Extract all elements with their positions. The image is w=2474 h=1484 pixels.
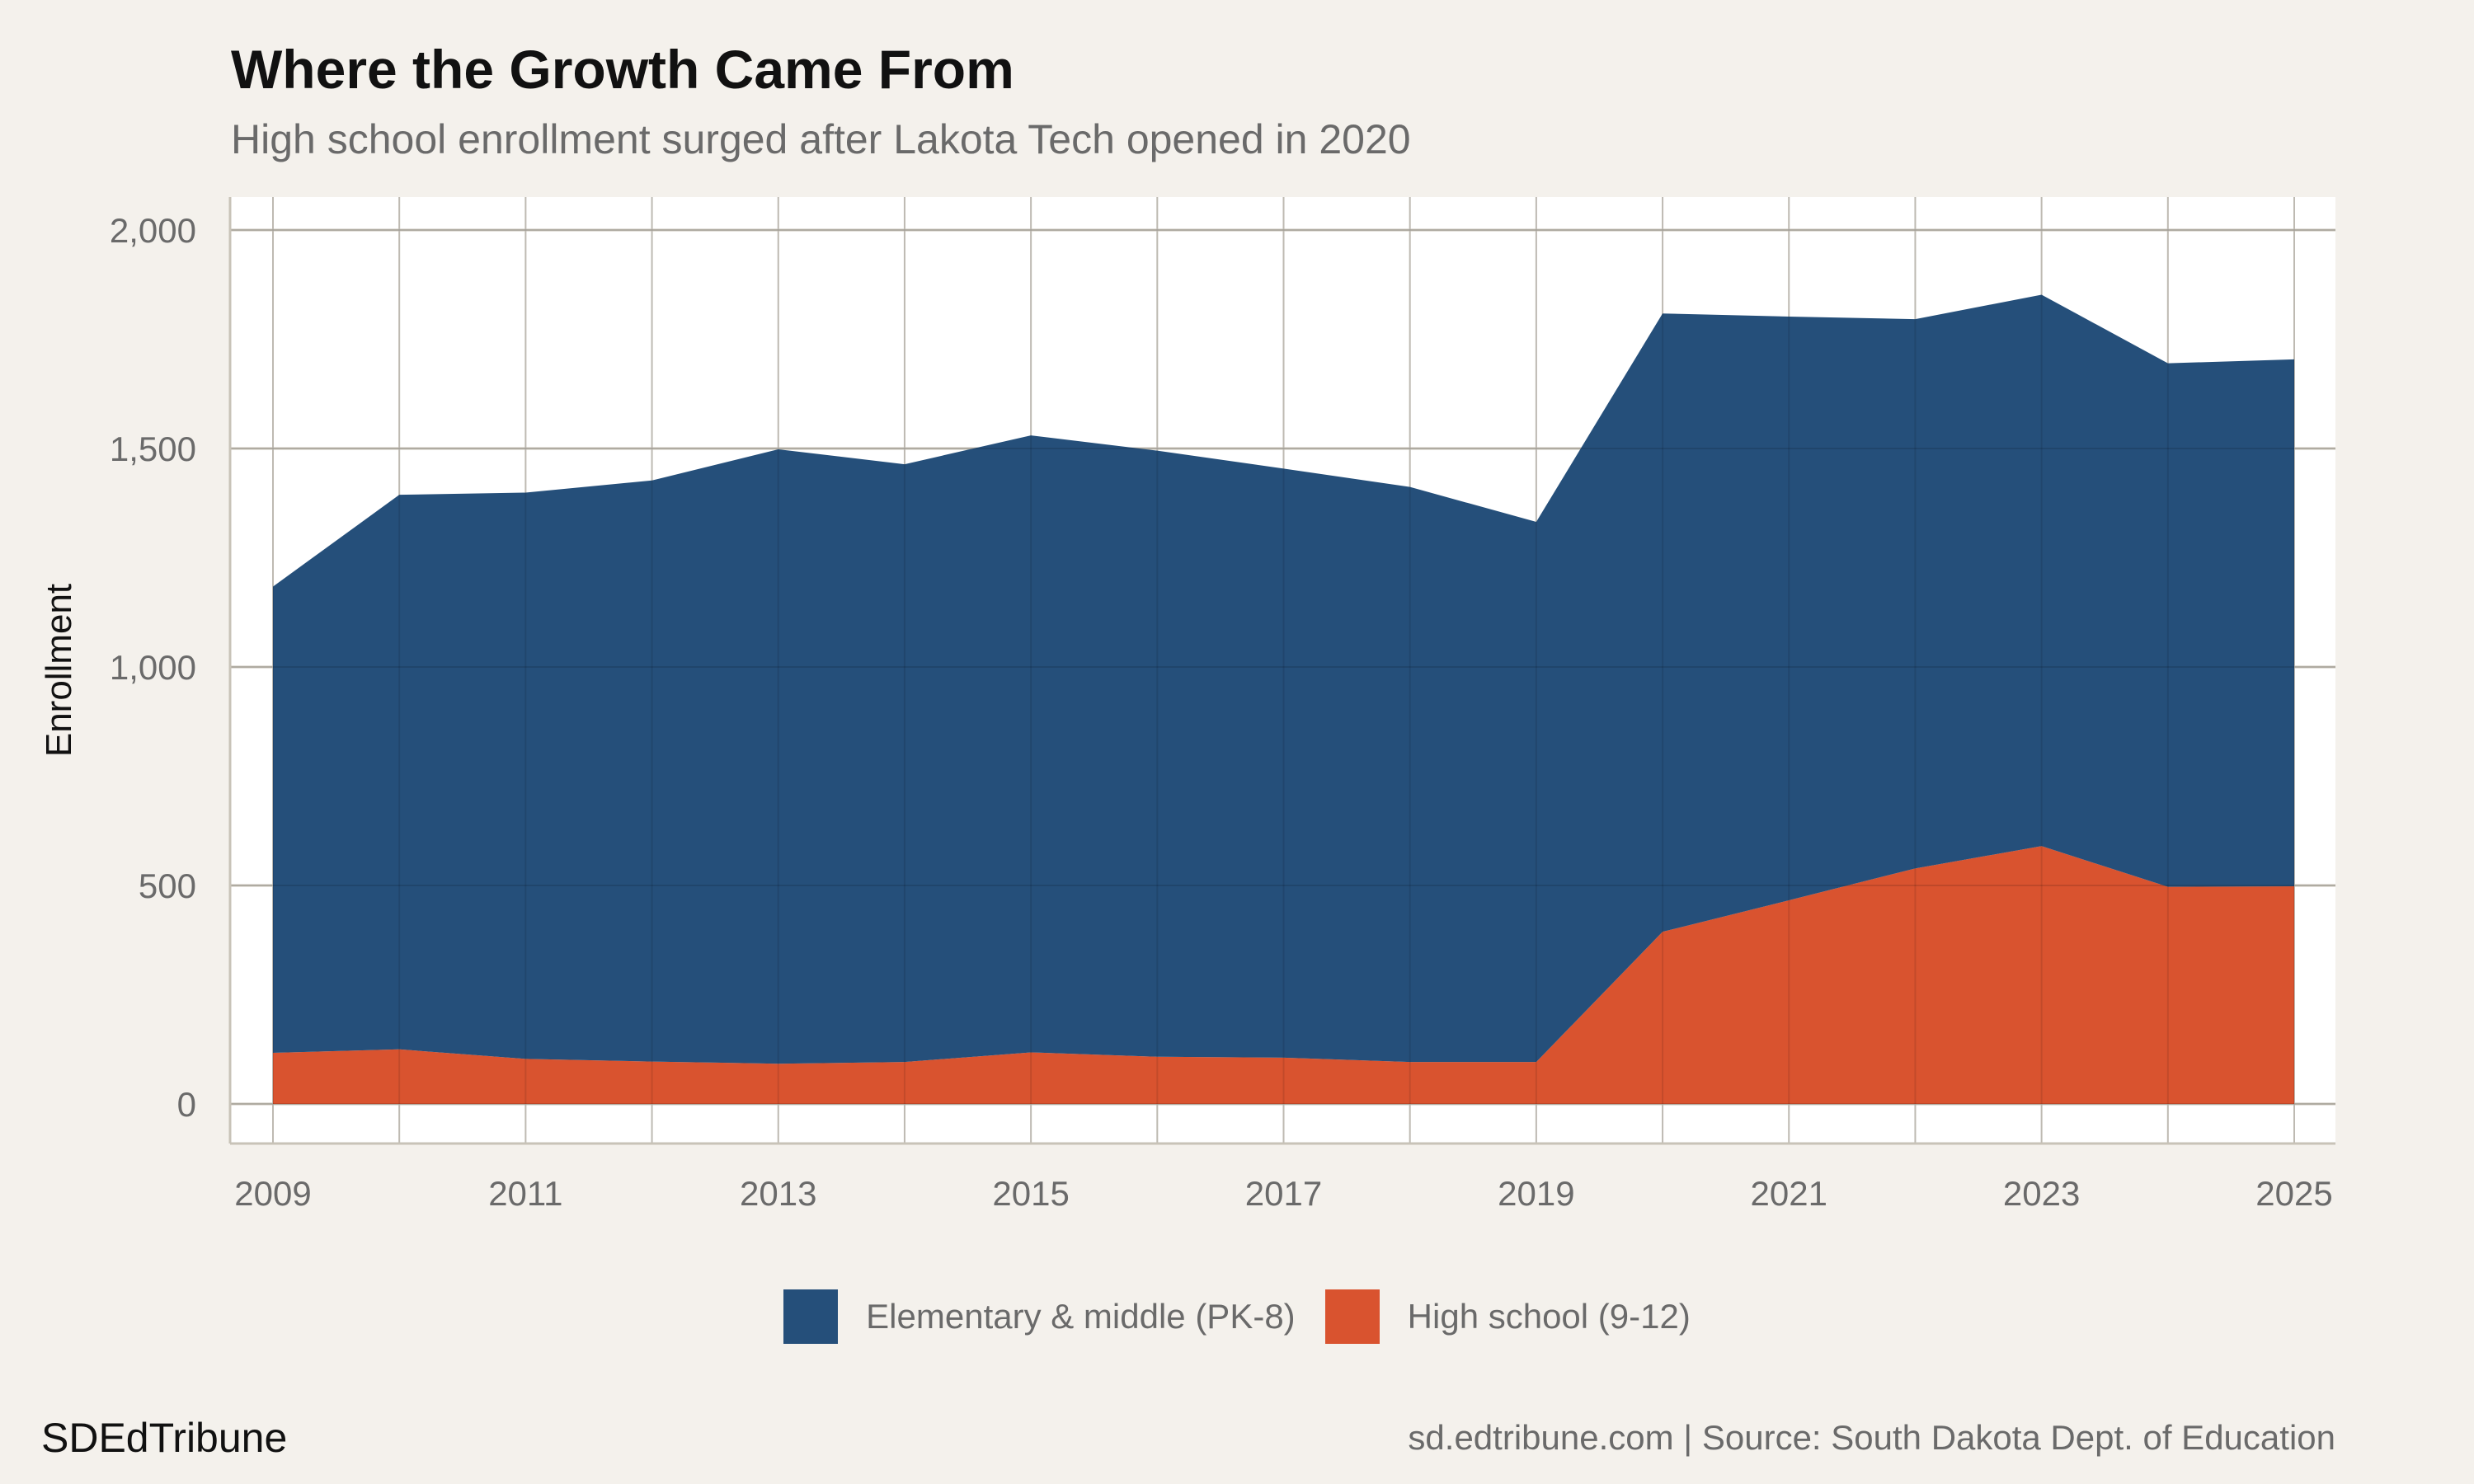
chart-title: Where the Growth Came From (231, 39, 1014, 100)
y-tick-label: 500 (139, 866, 196, 905)
x-tick-labels: 2009 2011 2013 2015 2017 2019 2021 2023 2025 (234, 1174, 2332, 1213)
legend-swatch-elementary (783, 1289, 839, 1344)
x-tick-label: 2015 (992, 1174, 1069, 1213)
source-caption: sd.edtribune.com | Source: South Dakota … (1408, 1418, 2335, 1457)
x-tick-label: 2011 (488, 1174, 562, 1213)
x-tick-label: 2023 (2003, 1174, 2080, 1213)
legend-label-high-school: High school (9-12) (1407, 1297, 1691, 1336)
x-tick-label: 2025 (2255, 1174, 2332, 1213)
y-tick-label: 1,000 (110, 648, 196, 687)
legend-item-high-school: High school (9-12) (1324, 1289, 1691, 1344)
grid-overlay (230, 197, 2335, 1144)
x-tick-label: 2021 (1751, 1174, 1827, 1213)
areas (273, 294, 2294, 1104)
x-tick-label: 2013 (740, 1174, 816, 1213)
legend-swatch-high-school (1324, 1289, 1380, 1344)
x-tick-label: 2009 (234, 1174, 311, 1213)
y-axis-label: Enrollment (39, 584, 79, 757)
legend-label-elementary: Elementary & middle (PK-8) (866, 1297, 1296, 1336)
chart-subtitle: High school enrollment surged after Lako… (231, 116, 1411, 162)
area-elementary-middle (273, 294, 2294, 1064)
brand-logo-text: SDEdTribune (41, 1415, 288, 1461)
legend-item-elementary: Elementary & middle (PK-8) (783, 1289, 1296, 1344)
x-tick-label: 2019 (1498, 1174, 1574, 1213)
x-tick-label: 2017 (1245, 1174, 1322, 1213)
y-tick-label: 1,500 (110, 430, 196, 468)
legend: Elementary & middle (PK-8) High school (… (0, 1289, 2474, 1344)
y-tick-labels: 0 500 1,000 1,500 2,000 (110, 211, 196, 1124)
y-tick-label: 2,000 (110, 211, 196, 250)
y-tick-label: 0 (177, 1085, 196, 1124)
area-high-school (273, 846, 2294, 1104)
